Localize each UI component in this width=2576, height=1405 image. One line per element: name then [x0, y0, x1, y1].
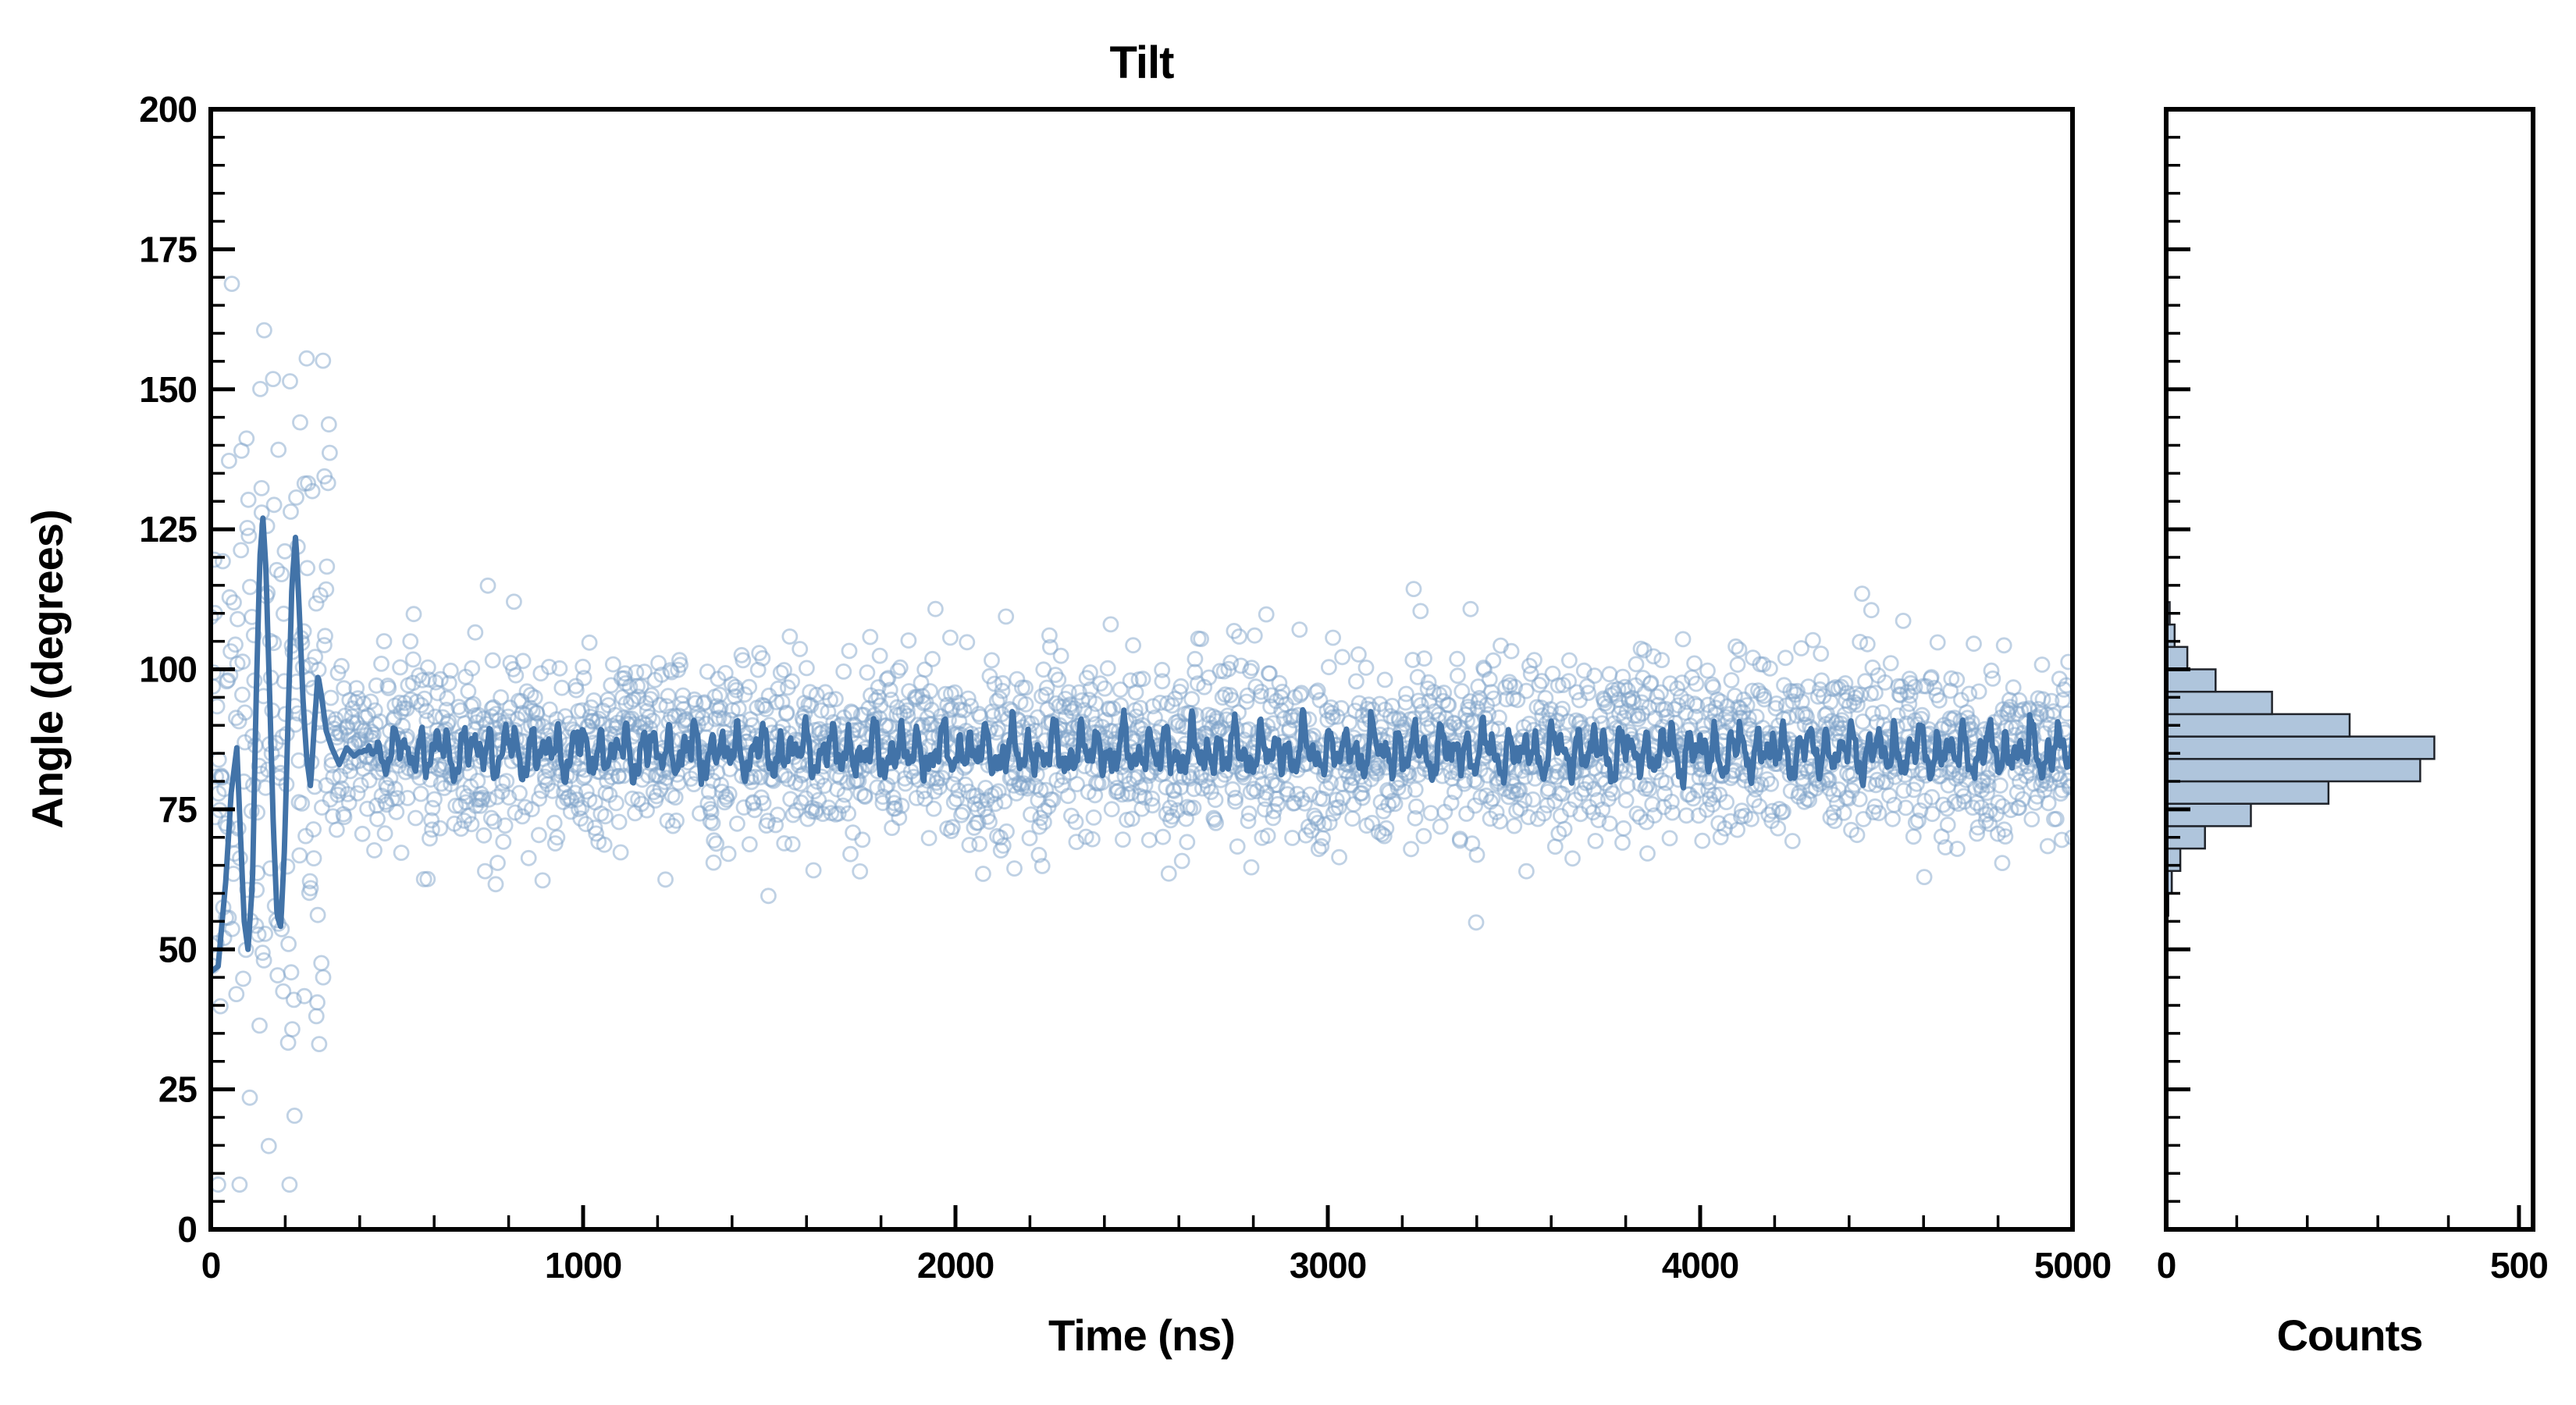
hist-bar: [2165, 802, 2252, 827]
x-axis-ticks: 0 1000 2000 3000 4000 5000: [201, 1205, 2112, 1286]
x-tick-label: 2000: [917, 1245, 994, 1286]
hist-x-axis-label: Counts: [2277, 1311, 2423, 1360]
hist-bar: [2165, 690, 2273, 716]
histogram-plot: 0 500: [2157, 107, 2549, 1286]
y-tick-label: 100: [139, 649, 197, 690]
x-tick-label: 5000: [2034, 1245, 2111, 1286]
hist-y-axis-ticks: [2169, 107, 2190, 1232]
running-mean-line: [213, 515, 2070, 974]
main-plot: 0 1000 2000 3000 4000 5000 0 25 50 75 100 125 150 175…: [139, 89, 2112, 1286]
x-tick-label: 4000: [1662, 1245, 1738, 1286]
y-axis-ticks: 0 25 50 75 100 125 150 175 200: [139, 89, 235, 1250]
y-tick-label: 200: [139, 89, 197, 130]
hist-x-axis-ticks: 0 500: [2157, 1205, 2549, 1286]
scatter-series: [213, 276, 2070, 1193]
hist-bar: [2165, 735, 2435, 760]
y-tick-label: 75: [158, 789, 197, 830]
x-axis-label: Time (ns): [1048, 1311, 1235, 1360]
y-tick-label: 125: [139, 509, 197, 550]
y-tick-label: 175: [139, 229, 197, 269]
main-plot-spine: [208, 107, 2075, 1232]
y-axis-label: Angle (degrees): [23, 510, 72, 828]
hist-bar: [2165, 758, 2421, 783]
y-tick-label: 25: [158, 1069, 197, 1110]
hist-bars: [2165, 578, 2435, 917]
x-tick-label: 1000: [545, 1245, 621, 1286]
hist-plot-spine: [2164, 107, 2535, 1232]
y-tick-label: 150: [139, 369, 197, 410]
hist-bar: [2165, 668, 2217, 693]
chart-title: Tilt: [1110, 37, 1175, 88]
hist-bar: [2165, 646, 2189, 670]
hist-x-tick-label: 500: [2490, 1245, 2548, 1286]
y-tick-label: 50: [158, 929, 197, 969]
hist-x-tick-label: 0: [2157, 1245, 2176, 1286]
hist-bar: [2165, 780, 2330, 805]
y-tick-label: 0: [177, 1209, 197, 1250]
x-tick-label: 3000: [1290, 1245, 1366, 1286]
x-tick-label: 0: [201, 1245, 221, 1286]
hist-bar: [2165, 713, 2351, 738]
